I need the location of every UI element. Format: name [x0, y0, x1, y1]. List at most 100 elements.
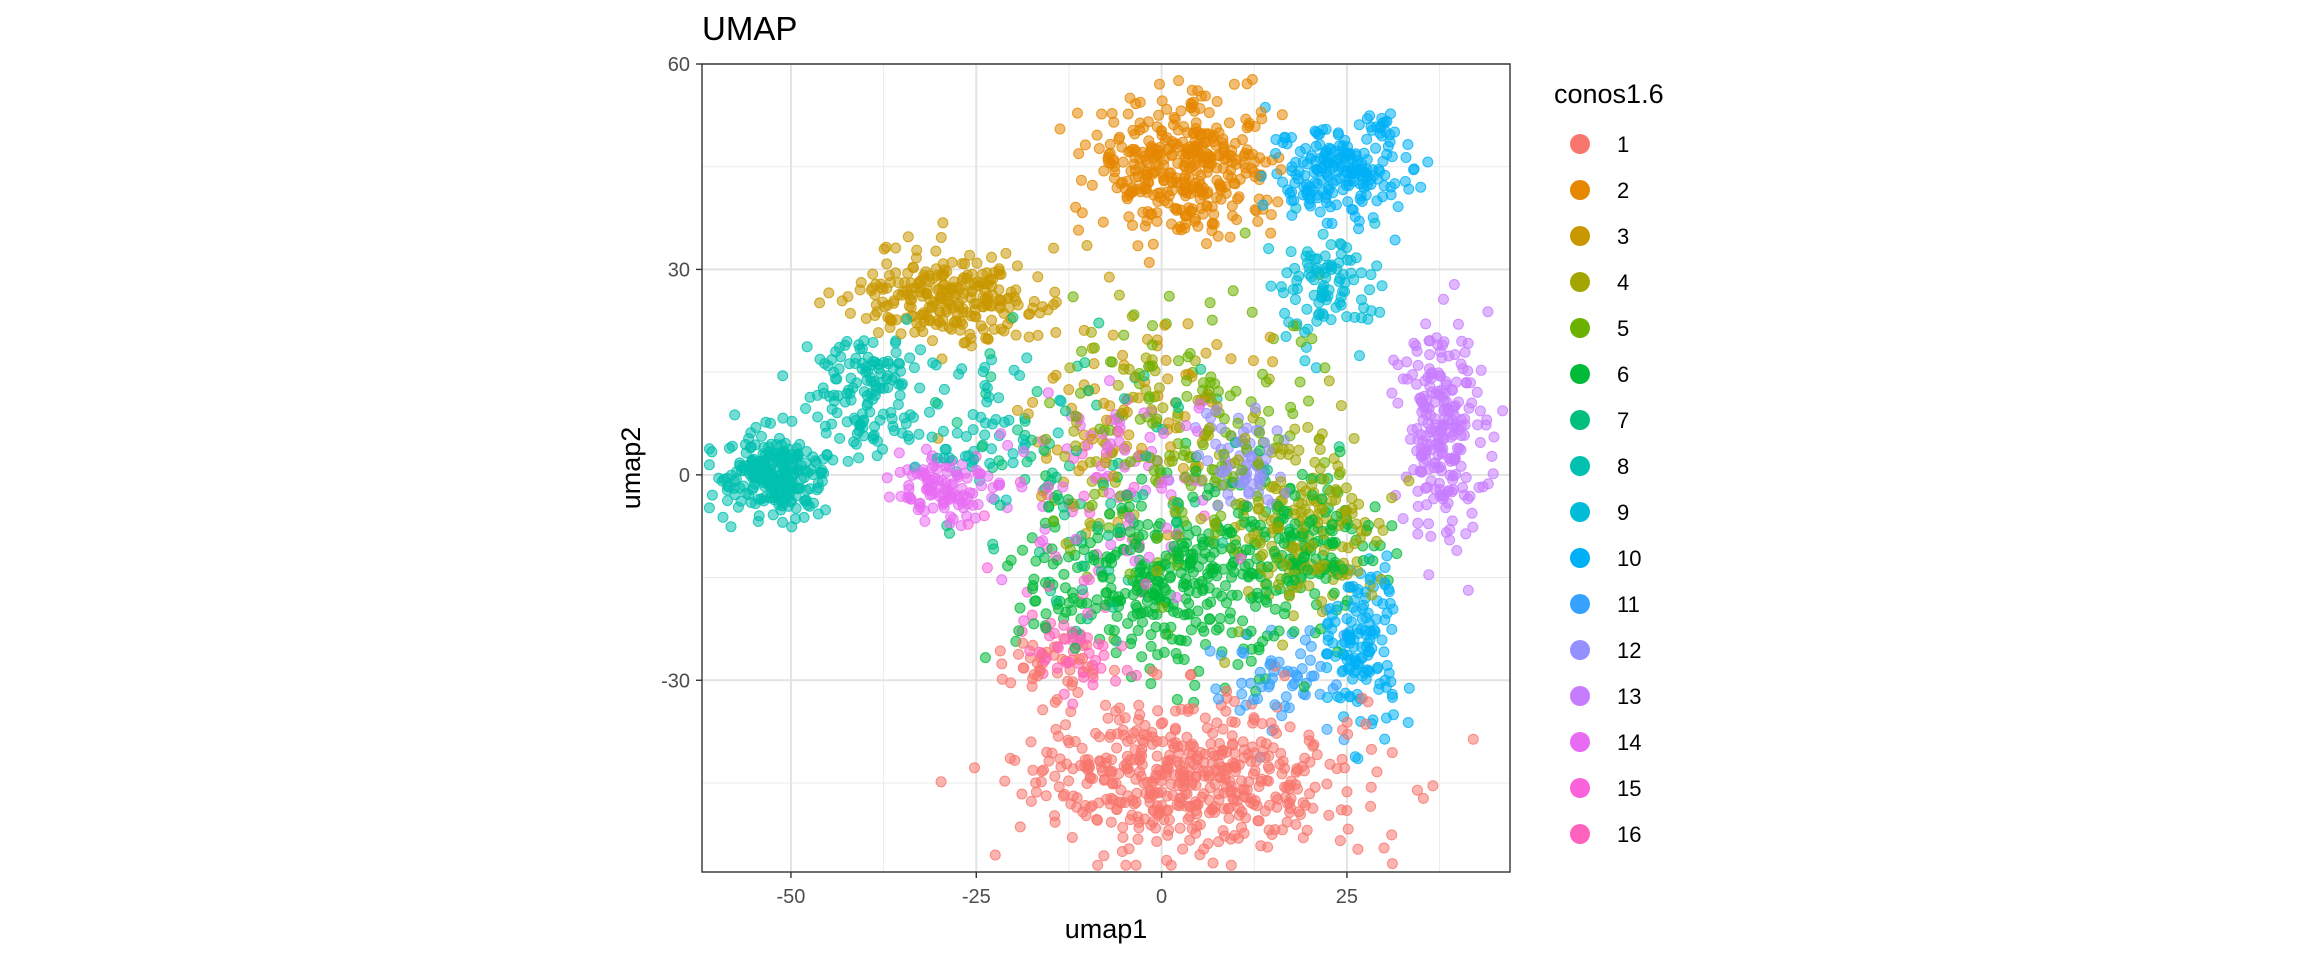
scatter-point-cluster-4: [1219, 657, 1231, 668]
scatter-point-cluster-1: [1104, 731, 1116, 743]
scatter-point-cluster-8: [817, 453, 829, 465]
scatter-point-cluster-10: [1326, 609, 1338, 621]
scatter-point-cluster-1: [1223, 802, 1235, 814]
scatter-point-cluster-5: [1295, 336, 1307, 348]
scatter-point-cluster-3: [1032, 271, 1044, 283]
scatter-point-cluster-1: [1378, 842, 1390, 854]
scatter-point-cluster-4: [1209, 518, 1221, 530]
scatter-point-cluster-3: [1088, 358, 1100, 370]
scatter-point-cluster-8: [887, 420, 899, 432]
scatter-point-cluster-6: [1133, 520, 1145, 531]
scatter-point-cluster-6: [1062, 494, 1074, 506]
scatter-point-cluster-9: [1354, 350, 1365, 362]
scatter-point-cluster-6: [1197, 539, 1209, 551]
scatter-point-cluster-1: [1067, 676, 1079, 688]
scatter-point-cluster-13: [1452, 318, 1464, 330]
scatter-point-cluster-13: [1462, 584, 1474, 596]
scatter-point-cluster-2: [1139, 220, 1151, 232]
scatter-point-cluster-6: [1261, 596, 1273, 608]
scatter-point-cluster-7: [1026, 434, 1038, 446]
scatter-point-cluster-13: [1467, 521, 1479, 533]
scatter-point-cluster-10: [1374, 127, 1386, 139]
scatter-point-cluster-8: [765, 417, 776, 429]
scatter-point-cluster-2: [1199, 137, 1211, 149]
scatter-point-cluster-3: [1163, 417, 1175, 429]
scatter-point-cluster-3: [918, 307, 930, 319]
scatter-point-cluster-14: [971, 464, 983, 476]
scatter-point-cluster-2: [1232, 193, 1244, 205]
scatter-point-cluster-1: [1309, 781, 1321, 793]
scatter-point-cluster-6: [1304, 516, 1316, 528]
scatter-point-cluster-13: [1455, 358, 1467, 370]
scatter-point-cluster-14: [919, 515, 931, 527]
scatter-point-cluster-1: [1026, 680, 1038, 692]
scatter-point-cluster-6: [1108, 625, 1120, 637]
scatter-point-cluster-1: [1335, 804, 1347, 816]
scatter-point-cluster-13: [1422, 418, 1434, 429]
scatter-point-cluster-11: [1234, 704, 1246, 716]
scatter-point-cluster-11: [1296, 663, 1308, 675]
scatter-point-cluster-1: [1365, 800, 1377, 812]
scatter-point-cluster-8: [990, 414, 1002, 425]
scatter-point-cluster-6: [1224, 526, 1236, 538]
scatter-point-cluster-4: [1232, 454, 1244, 466]
scatter-point-cluster-6: [1121, 489, 1133, 501]
scatter-point-cluster-11: [1252, 693, 1263, 705]
scatter-point-cluster-3: [875, 278, 887, 290]
legend-label-10: 10: [1617, 546, 1641, 571]
scatter-point-cluster-2: [1073, 148, 1085, 160]
scatter-point-cluster-13: [1475, 364, 1487, 376]
scatter-point-cluster-8: [800, 403, 812, 414]
scatter-point-cluster-8: [983, 391, 995, 403]
scatter-point-cluster-3: [993, 294, 1005, 306]
scatter-point-cluster-1: [1307, 740, 1319, 752]
scatter-point-cluster-10: [1379, 577, 1391, 589]
scatter-point-cluster-6: [1299, 551, 1311, 563]
scatter-point-cluster-3: [1107, 329, 1119, 341]
scatter-point-cluster-1: [1206, 804, 1218, 816]
scatter-point-cluster-1: [1223, 812, 1235, 824]
scatter-point-cluster-1: [1027, 764, 1039, 776]
scatter-point-cluster-3: [1000, 247, 1012, 259]
scatter-point-cluster-16: [1098, 649, 1110, 661]
scatter-point-cluster-13: [1438, 336, 1450, 348]
scatter-point-cluster-8: [807, 451, 819, 463]
scatter-point-cluster-2: [1159, 195, 1170, 207]
legend-label-16: 16: [1617, 822, 1641, 847]
scatter-point-cluster-6: [1028, 618, 1040, 630]
scatter-point-cluster-13: [1392, 397, 1404, 409]
scatter-point-cluster-4: [1287, 610, 1299, 622]
legend-key-16: [1570, 824, 1590, 844]
scatter-point-cluster-12: [1245, 451, 1257, 463]
scatter-point-cluster-6: [1242, 501, 1253, 513]
scatter-point-cluster-4: [1302, 421, 1314, 433]
scatter-point-cluster-6: [1097, 570, 1109, 582]
scatter-point-cluster-10: [1370, 142, 1382, 154]
scatter-point-cluster-8: [834, 432, 846, 444]
legend-key-6: [1570, 364, 1590, 384]
scatter-point-cluster-10: [1341, 654, 1353, 666]
scatter-point-cluster-9: [1285, 246, 1297, 258]
scatter-point-cluster-7: [1021, 456, 1033, 468]
scatter-point-cluster-12: [1202, 455, 1214, 467]
scatter-point-cluster-4: [1332, 460, 1344, 472]
scatter-point-cluster-8: [773, 499, 785, 511]
scatter-point-cluster-1: [1256, 773, 1268, 785]
scatter-point-cluster-8: [870, 380, 882, 392]
scatter-point-cluster-10: [1359, 667, 1371, 679]
scatter-point-cluster-14: [943, 490, 955, 502]
scatter-point-cluster-8: [913, 428, 925, 440]
scatter-point-cluster-2: [1227, 210, 1239, 222]
scatter-point-cluster-6: [1228, 566, 1240, 578]
scatter-point-cluster-6: [1109, 549, 1121, 561]
scatter-point-cluster-1: [1268, 723, 1280, 735]
scatter-point-cluster-1: [1227, 739, 1239, 751]
scatter-point-cluster-8: [777, 412, 789, 424]
scatter-point-cluster-8: [986, 443, 997, 455]
scatter-point-cluster-13: [1438, 293, 1449, 305]
scatter-point-cluster-8: [881, 373, 893, 385]
scatter-point-cluster-10: [1332, 127, 1344, 139]
scatter-point-cluster-5: [1177, 449, 1189, 461]
scatter-point-cluster-1: [999, 775, 1011, 787]
